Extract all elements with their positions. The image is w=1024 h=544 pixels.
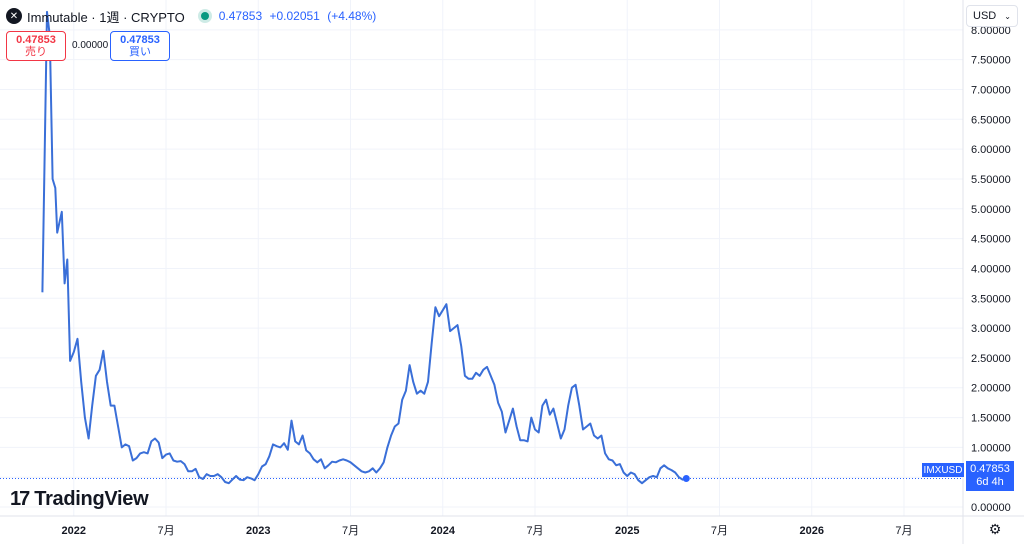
currency-label: USD <box>973 10 997 22</box>
symbol-label-badge: IMXUSD <box>922 463 964 477</box>
y-tick-label: 4.00000 <box>971 263 1011 275</box>
y-tick-label: 3.00000 <box>971 323 1011 335</box>
x-tick-label: 7月 <box>342 525 359 537</box>
buy-label: 買い <box>129 46 151 58</box>
y-tick-label: 4.50000 <box>971 234 1011 246</box>
y-tick-label: 5.00000 <box>971 204 1011 216</box>
y-tick-label: 6.50000 <box>971 114 1011 126</box>
last-price-value: 0.47853 <box>970 463 1010 475</box>
y-tick-label: 1.50000 <box>971 413 1011 425</box>
y-tick-label: 2.00000 <box>971 383 1011 395</box>
chart-grid <box>0 0 963 516</box>
header-last-price: 0.47853 <box>218 9 263 23</box>
x-tick-label: 2022 <box>62 525 86 537</box>
immutable-logo-icon: ✕ <box>6 8 22 24</box>
y-tick-label: 7.00000 <box>971 84 1011 96</box>
last-price-dot <box>682 475 690 483</box>
y-tick-label: 7.50000 <box>971 55 1011 67</box>
tradingview-logo[interactable]: 17 TradingView <box>10 488 149 511</box>
symbol-title[interactable]: Immutable · 1週 · CRYPTO <box>27 9 185 25</box>
x-tick-label: 7月 <box>157 525 174 537</box>
y-tick-label: 8.00000 <box>971 25 1011 37</box>
chevron-down-icon: ⌄ <box>1004 11 1011 21</box>
x-tick-label: 7月 <box>526 525 543 537</box>
y-tick-label: 0.00000 <box>971 502 1011 514</box>
buy-button[interactable]: 0.47853 買い <box>110 31 170 61</box>
buy-price: 0.47853 <box>120 34 160 46</box>
bar-countdown: 6d 4h <box>976 476 1004 488</box>
last-price-badge: 0.47853 6d 4h <box>966 461 1014 491</box>
y-tick-label: 2.50000 <box>971 353 1011 365</box>
tradingview-wordmark: TradingView <box>34 488 149 510</box>
series-line-imxusd <box>41 10 687 485</box>
spread-value: 0.00000 <box>72 40 109 51</box>
header-change-pct: (+4.48%) <box>327 9 377 23</box>
price-axis[interactable]: 0.000000.500001.000001.500002.000002.500… <box>971 25 1011 514</box>
symbol-header[interactable]: ✕ Immutable · 1週 · CRYPTO 0.47853 +0.020… <box>6 6 380 26</box>
time-axis[interactable]: 2022 7月 2023 7月 2024 7月 2025 7月 2026 7月 <box>62 525 913 537</box>
header-price-info: 0.47853 +0.02051 (+4.48%) <box>219 9 381 23</box>
y-tick-label: 6.00000 <box>971 144 1011 156</box>
market-status-icon[interactable] <box>200 12 209 20</box>
sell-label: 売り <box>25 46 47 58</box>
x-tick-label: 2025 <box>615 525 639 537</box>
x-tick-label: 2023 <box>246 525 270 537</box>
x-tick-label: 7月 <box>895 525 912 537</box>
tradingview-mark-icon: 17 <box>10 488 30 510</box>
gear-icon[interactable]: ⚙ <box>988 520 1002 537</box>
header-change: +0.02051 <box>269 9 320 23</box>
y-tick-label: 3.50000 <box>971 293 1011 305</box>
x-tick-label: 7月 <box>711 525 728 537</box>
sell-button[interactable]: 0.47853 売り <box>6 31 66 61</box>
x-tick-label: 2024 <box>431 525 456 537</box>
y-tick-label: 5.50000 <box>971 174 1011 186</box>
y-tick-label: 1.00000 <box>971 442 1011 454</box>
sell-price: 0.47853 <box>16 34 56 46</box>
currency-select[interactable]: USD ⌄ <box>966 5 1018 27</box>
x-tick-label: 2026 <box>799 525 823 537</box>
